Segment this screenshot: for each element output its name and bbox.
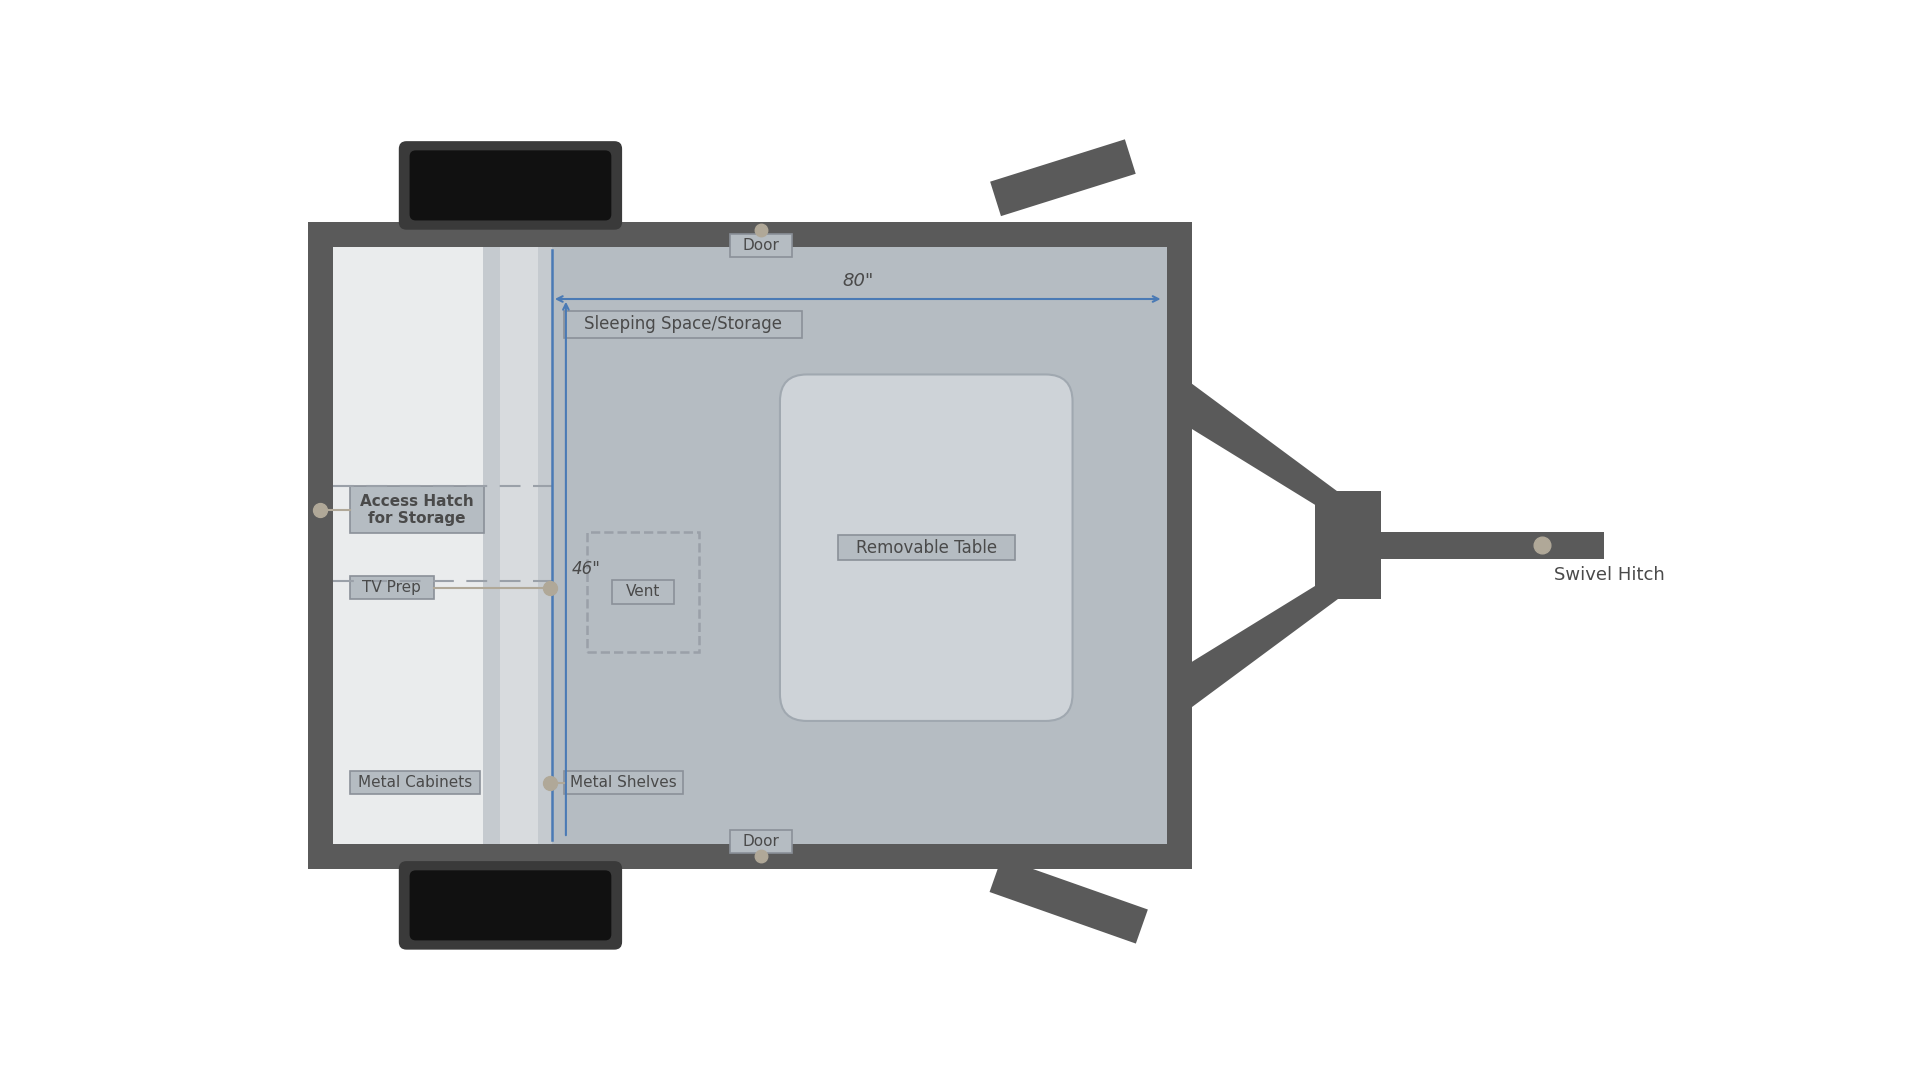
Bar: [588, 532, 699, 651]
Bar: [482, 246, 499, 845]
Bar: [307, 222, 1192, 868]
Polygon shape: [1192, 383, 1346, 524]
FancyBboxPatch shape: [730, 233, 791, 257]
FancyBboxPatch shape: [349, 771, 480, 794]
FancyBboxPatch shape: [399, 861, 622, 949]
Text: 46": 46": [572, 559, 601, 578]
FancyBboxPatch shape: [780, 375, 1073, 721]
FancyBboxPatch shape: [409, 870, 611, 941]
Text: Access Hatch: Access Hatch: [361, 495, 474, 510]
FancyBboxPatch shape: [399, 141, 622, 230]
Text: Sleeping Space/Storage: Sleeping Space/Storage: [584, 315, 781, 334]
FancyBboxPatch shape: [612, 580, 674, 604]
FancyBboxPatch shape: [349, 486, 484, 534]
Bar: [1315, 491, 1380, 599]
Text: Metal Shelves: Metal Shelves: [570, 775, 676, 791]
Text: TV Prep: TV Prep: [363, 580, 420, 595]
FancyBboxPatch shape: [730, 831, 791, 853]
Bar: [538, 246, 553, 845]
Text: Door: Door: [743, 238, 780, 253]
FancyBboxPatch shape: [349, 576, 434, 599]
Text: Removable Table: Removable Table: [856, 539, 996, 556]
Text: Metal Cabinets: Metal Cabinets: [357, 775, 472, 791]
FancyBboxPatch shape: [564, 771, 684, 794]
Text: Vent: Vent: [626, 584, 660, 599]
Text: 80": 80": [843, 272, 874, 289]
Polygon shape: [1192, 567, 1346, 707]
FancyBboxPatch shape: [564, 311, 803, 337]
Text: Door: Door: [743, 835, 780, 849]
Bar: [1380, 531, 1603, 559]
FancyBboxPatch shape: [837, 536, 1016, 561]
Bar: [332, 246, 482, 845]
Text: Swivel Hitch: Swivel Hitch: [1553, 566, 1665, 583]
Bar: [499, 246, 538, 845]
Text: for Storage: for Storage: [369, 511, 467, 526]
FancyBboxPatch shape: [409, 150, 611, 220]
Bar: [332, 246, 1167, 845]
